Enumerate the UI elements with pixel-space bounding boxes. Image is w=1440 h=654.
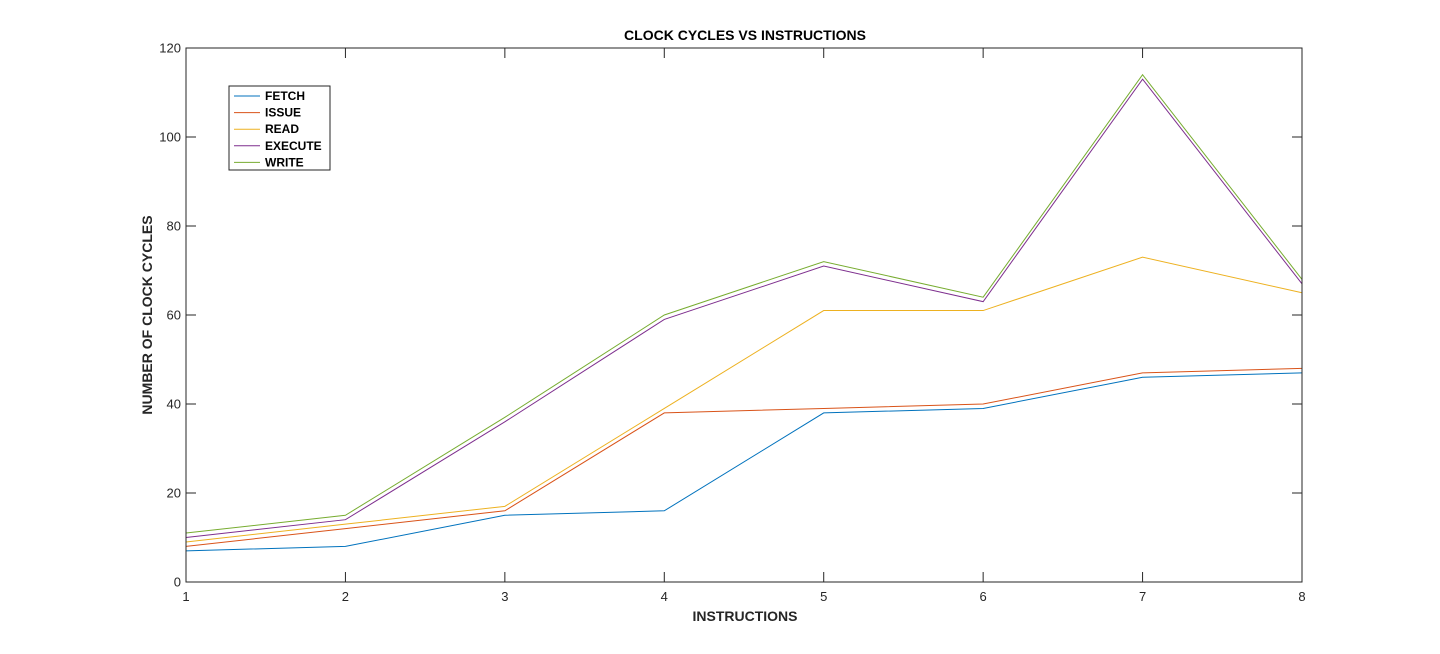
legend: FETCH ISSUE READ EXECUTE WRITE bbox=[228, 85, 331, 171]
legend-label-read: READ bbox=[265, 122, 299, 136]
x-tick-label: 1 bbox=[182, 589, 189, 604]
y-tick-label: 20 bbox=[167, 486, 181, 501]
y-tick-label: 120 bbox=[159, 41, 181, 56]
x-tick-label: 6 bbox=[980, 589, 987, 604]
legend-label-write: WRITE bbox=[265, 155, 304, 169]
x-tick-label: 4 bbox=[661, 589, 668, 604]
y-tick-label: 80 bbox=[167, 219, 181, 234]
series-layer bbox=[185, 73, 1303, 552]
chart-title: CLOCK CYCLES VS INSTRUCTIONS bbox=[624, 27, 866, 43]
x-tick-label: 2 bbox=[342, 589, 349, 604]
series-line-write bbox=[185, 73, 1303, 534]
y-tick-label: 0 bbox=[174, 575, 181, 590]
legend-label-execute: EXECUTE bbox=[265, 139, 322, 153]
series-line-execute bbox=[185, 78, 1303, 538]
plot-area bbox=[186, 48, 1302, 582]
x-tick-label: 7 bbox=[1139, 589, 1146, 604]
y-axis-label: NUMBER OF CLOCK CYCLES bbox=[139, 215, 155, 414]
y-tick-label: 100 bbox=[159, 130, 181, 145]
legend-label-issue: ISSUE bbox=[265, 106, 301, 120]
legend-label-fetch: FETCH bbox=[265, 89, 305, 103]
series-line-fetch bbox=[185, 372, 1303, 552]
x-tick-label: 3 bbox=[501, 589, 508, 604]
x-tick-label: 5 bbox=[820, 589, 827, 604]
x-axis: 1 2 3 4 5 6 7 8 bbox=[182, 48, 1306, 604]
y-axis: 0 20 40 60 80 100 120 bbox=[159, 41, 1302, 590]
series-line-read bbox=[185, 256, 1303, 543]
x-tick-label: 8 bbox=[1298, 589, 1305, 604]
legend-box bbox=[228, 85, 331, 171]
x-axis-label: INSTRUCTIONS bbox=[693, 608, 798, 624]
y-tick-label: 60 bbox=[167, 308, 181, 323]
y-tick-label: 40 bbox=[167, 397, 181, 412]
series-line-issue bbox=[185, 367, 1303, 547]
